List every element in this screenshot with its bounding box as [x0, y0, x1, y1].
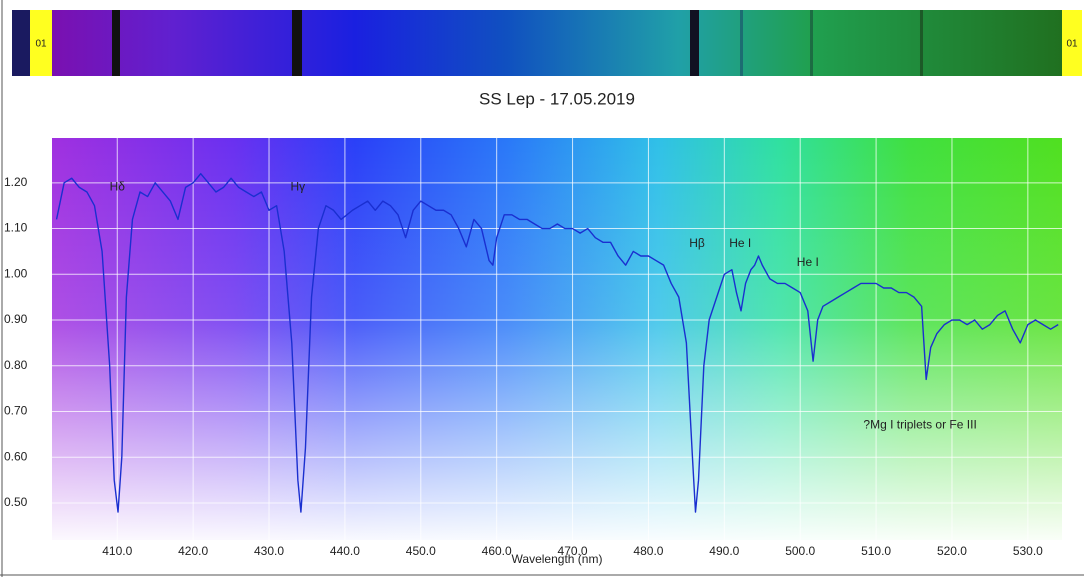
x-tick-label: 460.0: [482, 544, 512, 558]
annotation: Hδ: [110, 180, 126, 194]
y-tick-label: 1.00: [4, 266, 28, 280]
y-tick-label: 0.70: [4, 404, 28, 418]
y-tick-label: 0.50: [4, 495, 28, 509]
annotation: Hβ: [689, 236, 705, 250]
x-tick-label: 430.0: [254, 544, 284, 558]
x-tick-label: 520.0: [937, 544, 967, 558]
y-tick-label: 1.20: [4, 175, 28, 189]
annotation: He I: [729, 236, 751, 250]
x-tick-label: 470.0: [558, 544, 588, 558]
x-tick-label: 410.0: [102, 544, 132, 558]
strip-label: 01: [35, 39, 47, 50]
annotation: He I: [797, 255, 819, 269]
plot-area-fade: [52, 138, 1062, 540]
chart-title: SS Lep - 17.05.2019: [479, 89, 635, 108]
spectrum-strip: 01 01: [12, 10, 1082, 76]
y-tick-label: 0.90: [4, 312, 28, 326]
x-tick-label: 450.0: [406, 544, 436, 558]
annotation: ?Mg I triplets or Fe III: [863, 417, 976, 431]
x-axis-label: Wavelength (nm): [512, 552, 603, 566]
x-tick-label: 440.0: [330, 544, 360, 558]
x-tick-label: 500.0: [785, 544, 815, 558]
y-tick-label: 0.80: [4, 358, 28, 372]
x-tick-label: 480.0: [633, 544, 663, 558]
annotation: Hγ: [291, 180, 306, 194]
x-tick-label: 530.0: [1013, 544, 1043, 558]
x-tick-label: 510.0: [861, 544, 891, 558]
spectrum-line: [55, 172, 1059, 513]
y-tick-label: 1.10: [4, 221, 28, 235]
x-tick-label: 490.0: [709, 544, 739, 558]
y-tick-label: 0.60: [4, 449, 28, 463]
x-tick-label: 420.0: [178, 544, 208, 558]
strip-label: 01: [1066, 39, 1078, 50]
